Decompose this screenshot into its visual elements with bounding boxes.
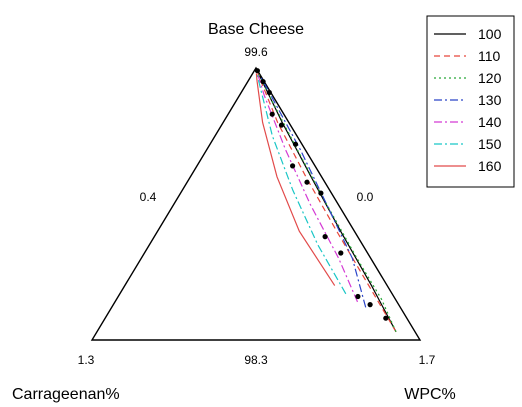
tick-label-top: 99.6 [244,45,268,59]
vertex-label-top: Base Cheese [208,21,304,38]
design-point [292,141,299,147]
design-point [322,234,328,240]
legend-label-120: 120 [478,70,502,86]
tick-label-bottom-left: 1.3 [78,353,95,367]
legend-label-130: 130 [478,92,502,108]
ternary-triangle [90,66,422,341]
legend-label-100: 100 [478,26,502,42]
contour-line-150 [256,73,347,295]
legend-label-140: 140 [478,114,502,130]
design-point [355,293,361,300]
tick-label-right-edge: 0.0 [357,190,374,204]
contour-line-120 [257,73,397,333]
contour-line-140 [256,73,359,303]
design-point [318,190,324,196]
contour-line-100 [257,73,397,333]
contour-line-160 [255,73,336,286]
design-point [269,111,275,117]
legend: 100 110 120 130 140 150 160 [426,15,515,188]
design-point [260,79,266,85]
legend-items: 100 110 120 130 140 150 160 [434,26,502,174]
design-point [254,68,260,74]
design-point [278,122,285,128]
tick-label-bottom-middle: 98.3 [244,353,268,367]
design-point [383,315,389,321]
vertex-label-left: Carrageenan% [12,386,120,403]
tick-label-bottom-right: 1.7 [419,353,436,367]
design-point [367,302,373,308]
vertex-label-right: WPC% [404,386,456,403]
contour-lines [255,73,397,333]
legend-label-160: 160 [478,158,502,174]
contour-line-110 [257,73,397,333]
design-point [304,179,310,185]
design-point [338,250,344,256]
design-points [254,68,389,321]
design-point [266,89,272,96]
tick-label-left-edge: 0.4 [140,190,157,204]
legend-box [426,15,515,188]
legend-label-110: 110 [478,48,501,64]
design-point [290,163,296,169]
legend-label-150: 150 [478,136,502,152]
